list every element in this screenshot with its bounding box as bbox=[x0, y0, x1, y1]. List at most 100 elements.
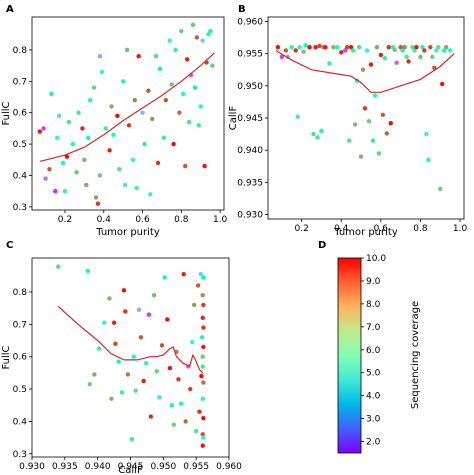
panel-a: 0.2 0.4 0.6 0.8 1.0 0.3 0.4 0.5 0.6 0.7 0.8 Tumor … bbox=[1, 16, 228, 238]
scatter-point bbox=[116, 359, 121, 364]
scatter-point bbox=[428, 45, 433, 50]
y-tick-label: 0.7 bbox=[13, 77, 27, 87]
colorbar-label: Sequencing coverage bbox=[410, 301, 421, 409]
scatter-point bbox=[102, 320, 107, 325]
scatter-point bbox=[148, 192, 153, 197]
scatter-point bbox=[92, 372, 97, 377]
scatter-point bbox=[125, 372, 131, 377]
scatter-point bbox=[117, 167, 122, 172]
scatter-point bbox=[107, 296, 112, 301]
scatter-point bbox=[283, 48, 289, 53]
scatter-point bbox=[440, 81, 445, 87]
scatter-point bbox=[198, 104, 203, 109]
scatter-point bbox=[142, 141, 147, 147]
scatter-point bbox=[178, 401, 184, 406]
x-tick-label: 0.2 bbox=[58, 215, 72, 225]
scatter-point bbox=[169, 82, 174, 87]
scatter-point bbox=[153, 54, 159, 59]
y-axis-label: CallF bbox=[228, 106, 239, 131]
scatter-point bbox=[171, 141, 176, 147]
scatter-point bbox=[352, 122, 358, 127]
scatter-point bbox=[119, 390, 125, 395]
scatter-point bbox=[200, 443, 205, 448]
scatter-point bbox=[331, 45, 336, 50]
scatter-point bbox=[188, 386, 193, 392]
scatter-point bbox=[364, 48, 370, 53]
scatter-point bbox=[84, 182, 89, 188]
marks bbox=[37, 22, 215, 206]
y-tick-label: 0.3 bbox=[13, 203, 27, 213]
marks bbox=[275, 43, 455, 191]
scatter-point bbox=[319, 128, 324, 134]
scatter-point bbox=[161, 135, 167, 141]
x-tick-label: 1.0 bbox=[453, 224, 468, 234]
scatter-point bbox=[132, 97, 137, 103]
scatter-point bbox=[146, 312, 152, 317]
scatter-point bbox=[103, 126, 108, 131]
y-tick-label: 0.8 bbox=[13, 288, 28, 298]
scatter-point bbox=[311, 131, 316, 137]
scatter-point bbox=[438, 186, 443, 191]
x-tick-label: 0.950 bbox=[150, 462, 176, 472]
scatter-point bbox=[93, 195, 99, 200]
scatter-point bbox=[200, 364, 205, 369]
scatter-point bbox=[55, 135, 60, 141]
scatter-point bbox=[394, 60, 399, 65]
scatter-point bbox=[136, 54, 141, 59]
x-tick-label: 0.6 bbox=[374, 224, 389, 234]
scatter-point bbox=[109, 104, 114, 109]
scatter-point bbox=[366, 119, 372, 124]
panel-letter-b: B bbox=[238, 4, 246, 15]
y-tick-label: 0.6 bbox=[13, 109, 28, 119]
scatter-point bbox=[400, 48, 405, 53]
panel-letter-d: D bbox=[318, 240, 326, 251]
scatter-point bbox=[343, 48, 348, 53]
scatter-point bbox=[380, 112, 386, 117]
scatter-point bbox=[346, 138, 352, 143]
scatter-point bbox=[179, 28, 184, 34]
scatter-point bbox=[442, 48, 447, 53]
colorbar-tick-label: 4.0 bbox=[366, 392, 381, 402]
scatter-point bbox=[99, 69, 105, 75]
scatter-point bbox=[195, 283, 201, 288]
scatter-point bbox=[388, 120, 393, 126]
scatter-point bbox=[74, 170, 79, 175]
scatter-point bbox=[151, 293, 157, 298]
x-tick-label: 0.4 bbox=[334, 224, 349, 234]
scatter-point bbox=[169, 403, 175, 408]
scatter-point bbox=[181, 91, 186, 97]
scatter-point bbox=[173, 47, 178, 53]
scatter-point bbox=[202, 163, 207, 169]
scatter-point bbox=[418, 54, 423, 60]
scatter-point bbox=[97, 173, 103, 178]
y-tick-label: 0.5 bbox=[13, 140, 27, 150]
y-axis-label: FullC bbox=[1, 101, 12, 125]
scatter-point bbox=[130, 157, 136, 162]
scatter-point bbox=[129, 437, 135, 442]
scatter-point bbox=[402, 45, 407, 50]
scatter-point bbox=[307, 45, 312, 50]
scatter-point bbox=[382, 55, 388, 61]
colorbar-tick-label: 2.0 bbox=[366, 438, 381, 448]
scatter-point bbox=[200, 396, 205, 401]
x-axis-label: Tumor purity bbox=[95, 227, 160, 238]
scatter-point bbox=[358, 154, 364, 159]
scatter-point bbox=[155, 160, 161, 166]
scatter-point bbox=[323, 45, 328, 50]
scatter-point bbox=[186, 119, 192, 125]
scatter-point bbox=[384, 131, 389, 136]
scatter-point bbox=[406, 59, 411, 64]
scatter-point bbox=[80, 126, 85, 131]
scatter-point bbox=[293, 48, 298, 53]
scatter-point bbox=[183, 419, 188, 424]
scatter-point bbox=[87, 97, 93, 103]
y-tick-label: 0.935 bbox=[237, 178, 263, 188]
scatter-point bbox=[430, 54, 435, 60]
scatter-point bbox=[190, 22, 196, 28]
scatter-point bbox=[414, 45, 419, 50]
scatter-point bbox=[315, 135, 320, 140]
y-tick-label: 0.7 bbox=[13, 320, 27, 330]
scatter-point bbox=[183, 163, 188, 169]
scatter-point bbox=[339, 50, 344, 55]
scatter-point bbox=[167, 365, 173, 371]
